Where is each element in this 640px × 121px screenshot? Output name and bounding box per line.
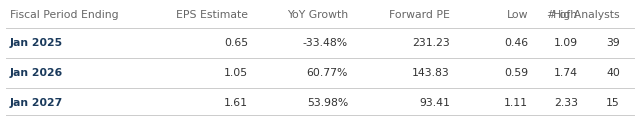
Text: -33.48%: -33.48% (303, 38, 348, 48)
Text: 1.05: 1.05 (224, 68, 248, 78)
Text: 39: 39 (606, 38, 620, 48)
Text: Jan 2025: Jan 2025 (10, 38, 63, 48)
Text: 53.98%: 53.98% (307, 98, 348, 108)
Text: 1.11: 1.11 (504, 98, 528, 108)
Text: 2.33: 2.33 (554, 98, 578, 108)
Text: 60.77%: 60.77% (307, 68, 348, 78)
Text: 1.61: 1.61 (224, 98, 248, 108)
Text: Fiscal Period Ending: Fiscal Period Ending (10, 10, 118, 20)
Text: Jan 2026: Jan 2026 (10, 68, 63, 78)
Text: 0.65: 0.65 (224, 38, 248, 48)
Text: 1.09: 1.09 (554, 38, 578, 48)
Text: YoY Growth: YoY Growth (287, 10, 348, 20)
Text: 15: 15 (606, 98, 620, 108)
Text: High: High (553, 10, 578, 20)
Text: 93.41: 93.41 (419, 98, 450, 108)
Text: EPS Estimate: EPS Estimate (176, 10, 248, 20)
Text: Low: Low (506, 10, 528, 20)
Text: 0.59: 0.59 (504, 68, 528, 78)
Text: 40: 40 (606, 68, 620, 78)
Text: Jan 2027: Jan 2027 (10, 98, 63, 108)
Text: # of Analysts: # of Analysts (547, 10, 620, 20)
Text: 143.83: 143.83 (412, 68, 450, 78)
Text: 1.74: 1.74 (554, 68, 578, 78)
Text: Forward PE: Forward PE (389, 10, 450, 20)
Text: 231.23: 231.23 (412, 38, 450, 48)
Text: 0.46: 0.46 (504, 38, 528, 48)
